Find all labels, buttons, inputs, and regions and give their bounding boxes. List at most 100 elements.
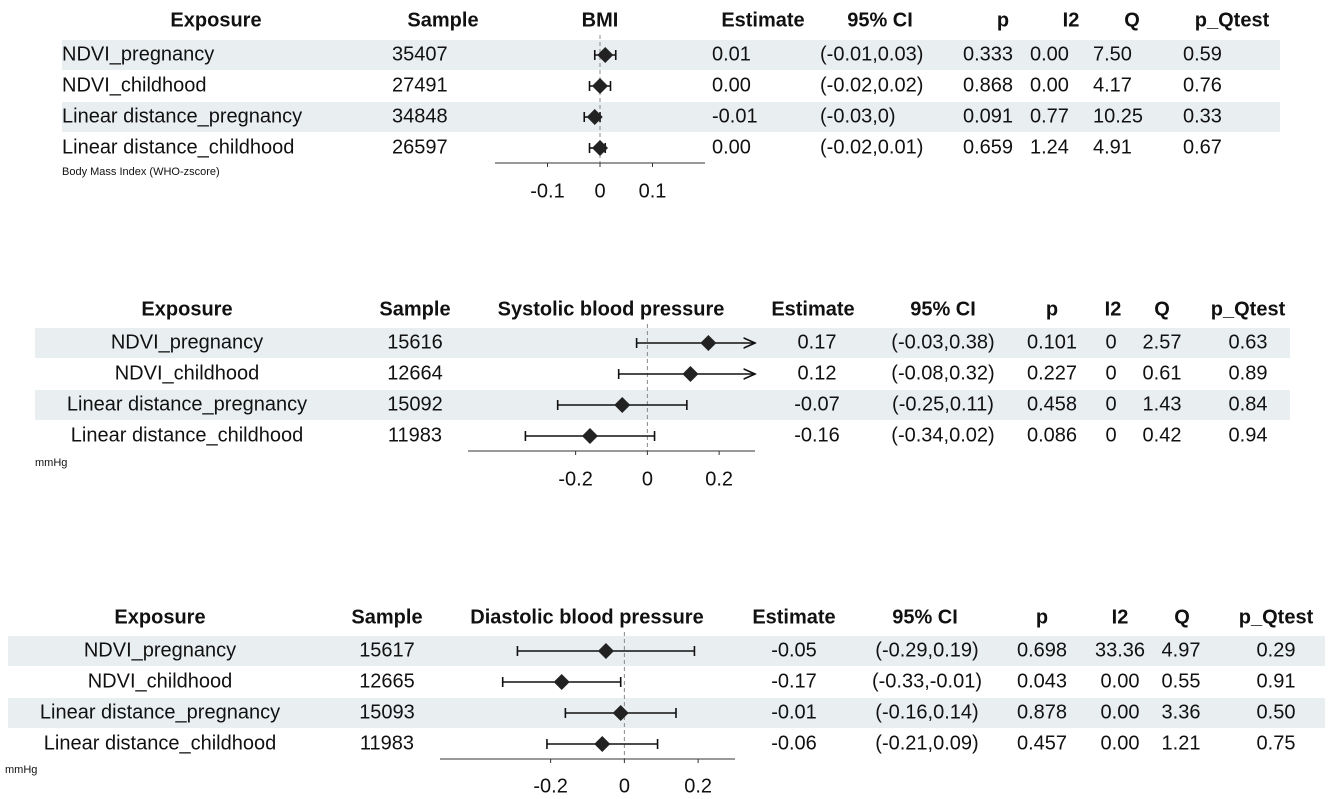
- table-cell: 0.091: [963, 105, 1013, 127]
- table-cell: 15092: [387, 393, 443, 415]
- table-cell: 0.698: [1017, 639, 1067, 661]
- table-cell: (-0.25,0.11): [892, 393, 994, 415]
- table-cell: 0.89: [1229, 362, 1268, 384]
- table-cell: 11983: [388, 424, 442, 446]
- table-cell: 0: [1105, 393, 1116, 415]
- table-cell: Linear distance_pregnancy: [40, 701, 280, 723]
- table-cell: 0.00: [1101, 732, 1140, 754]
- table-cell: 2.57: [1143, 331, 1182, 353]
- table-cell: 33.36: [1095, 639, 1145, 661]
- table-cell: 4.91: [1093, 136, 1132, 158]
- x-axis-label: mmHg: [35, 457, 67, 469]
- table-cell: 0.75: [1257, 732, 1296, 754]
- table-cell: 0.00: [1030, 43, 1069, 65]
- table-cell: 0.17: [798, 331, 837, 353]
- column-header: 95% CI: [892, 606, 958, 628]
- table-cell: 15616: [387, 331, 443, 353]
- table-cell: Linear distance_pregnancy: [62, 105, 302, 127]
- x-tick-label: 0.2: [705, 468, 733, 490]
- table-cell: (-0.03,0.38): [891, 331, 994, 353]
- table-cell: Linear distance_childhood: [71, 424, 303, 446]
- table-cell: 1.43: [1143, 393, 1182, 415]
- table-cell: 27491: [392, 74, 448, 96]
- x-tick-label: 0.2: [684, 775, 712, 797]
- table-cell: 0.61: [1143, 362, 1182, 384]
- table-cell: 0.33: [1183, 105, 1222, 127]
- table-cell: (-0.02,0.01): [820, 136, 923, 158]
- table-cell: 4.97: [1162, 639, 1201, 661]
- row-shade: [62, 40, 1280, 70]
- table-cell: 0.00: [1030, 74, 1069, 96]
- table-cell: 11983: [360, 732, 414, 754]
- column-header: Sample: [379, 298, 450, 320]
- column-header: p_Qtest: [1211, 298, 1286, 320]
- column-header: 95% CI: [847, 9, 913, 31]
- table-cell: NDVI_childhood: [88, 670, 233, 692]
- table-cell: 0.101: [1027, 331, 1077, 353]
- column-header: Exposure: [170, 9, 261, 31]
- table-cell: 0.84: [1229, 393, 1268, 415]
- column-header: p_Qtest: [1239, 606, 1314, 628]
- column-header: Estimate: [721, 9, 804, 31]
- table-cell: 0.67: [1183, 136, 1222, 158]
- x-tick-label: 0.1: [639, 180, 667, 202]
- column-header: p: [1036, 606, 1048, 628]
- table-cell: -0.06: [771, 732, 817, 754]
- table-cell: 0.63: [1229, 331, 1268, 353]
- table-cell: -0.16: [794, 424, 840, 446]
- table-cell: 0.01: [712, 43, 751, 65]
- table-cell: 0.458: [1027, 393, 1077, 415]
- table-cell: 15617: [359, 639, 415, 661]
- table-cell: (-0.08,0.32): [891, 362, 994, 384]
- table-cell: 1.24: [1030, 136, 1069, 158]
- row-shade: [62, 102, 1280, 132]
- column-header: Exposure: [141, 298, 232, 320]
- column-header: Diastolic blood pressure: [470, 606, 703, 628]
- table-cell: 0.878: [1017, 701, 1067, 723]
- table-cell: 12664: [387, 362, 443, 384]
- table-cell: 0.94: [1229, 424, 1268, 446]
- table-cell: -0.01: [771, 701, 817, 723]
- table-cell: Linear distance_childhood: [44, 732, 276, 754]
- table-cell: 0.659: [963, 136, 1013, 158]
- table-cell: NDVI_pregnancy: [62, 43, 214, 65]
- table-cell: NDVI_pregnancy: [84, 639, 236, 661]
- column-header: Estimate: [771, 298, 854, 320]
- table-cell: 26597: [392, 136, 448, 158]
- column-header: Q: [1154, 298, 1170, 320]
- table-cell: 10.25: [1093, 105, 1143, 127]
- table-cell: 0.12: [798, 362, 837, 384]
- table-cell: 0.55: [1162, 670, 1201, 692]
- table-cell: 15093: [359, 701, 415, 723]
- table-cell: (-0.21,0.09): [875, 732, 978, 754]
- table-cell: 0: [1105, 331, 1116, 353]
- estimate-point: [581, 428, 598, 444]
- table-cell: NDVI_pregnancy: [111, 331, 263, 353]
- table-cell: (-0.01,0.03): [820, 43, 923, 65]
- table-cell: (-0.16,0.14): [875, 701, 978, 723]
- table-cell: 0: [1105, 362, 1116, 384]
- column-header: I2: [1105, 298, 1122, 320]
- estimate-point: [597, 643, 614, 659]
- column-header: p: [1046, 298, 1058, 320]
- x-tick-label: -0.1: [530, 180, 564, 202]
- column-header: 95% CI: [910, 298, 976, 320]
- table-cell: -0.01: [712, 105, 758, 127]
- table-cell: 0.42: [1143, 424, 1182, 446]
- column-header: BMI: [582, 9, 619, 31]
- table-cell: 0.00: [712, 74, 751, 96]
- table-cell: 0.50: [1257, 701, 1296, 723]
- x-tick-label: 0: [619, 775, 630, 797]
- table-cell: (-0.03,0): [820, 105, 896, 127]
- column-header: p: [997, 9, 1009, 31]
- estimate-point: [612, 705, 629, 721]
- x-axis-label: mmHg: [5, 764, 37, 776]
- table-cell: 0.59: [1183, 43, 1222, 65]
- table-cell: 34848: [392, 105, 448, 127]
- estimate-point: [614, 397, 631, 413]
- x-tick-label: -0.2: [533, 775, 567, 797]
- table-cell: 35407: [392, 43, 448, 65]
- table-cell: 0.00: [712, 136, 751, 158]
- table-cell: 0.086: [1027, 424, 1077, 446]
